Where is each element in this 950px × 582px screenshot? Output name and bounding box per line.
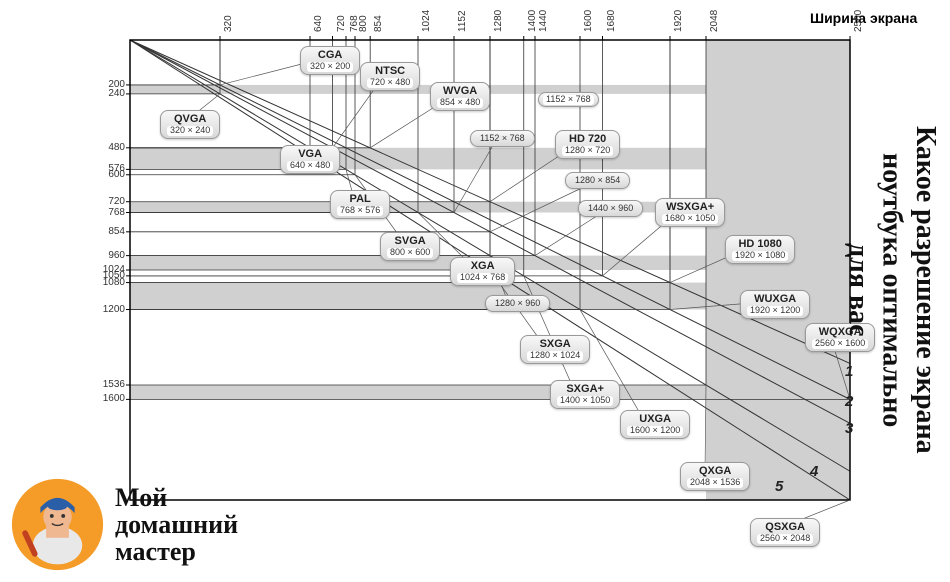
ytick: 480: [90, 142, 125, 153]
resolution-badge: SXGA1280 × 1024: [520, 335, 590, 364]
resolution-badge: 1280 × 960: [485, 295, 550, 312]
resolution-badge: WVGA854 × 480: [430, 82, 490, 111]
resolution-badge: QVGA320 × 240: [160, 110, 220, 139]
resolution-badge: CGA320 × 200: [300, 46, 360, 75]
resolution-badge: XGA1024 × 768: [450, 257, 515, 286]
xtick: 1680: [606, 10, 617, 32]
xtick: 640: [313, 15, 324, 32]
ytick: 1536: [90, 379, 125, 390]
ytick: 854: [90, 226, 125, 237]
aspect-label: 5: [775, 478, 783, 495]
ytick: 768: [90, 207, 125, 218]
resolution-badge: 1152 × 768: [538, 92, 599, 107]
resolution-badge: NTSC720 × 480: [360, 62, 420, 91]
resolution-badge: UXGA1600 × 1200: [620, 410, 690, 439]
resolution-badge: WSXGA+1680 × 1050: [655, 198, 725, 227]
resolution-badge: WUXGA1920 × 1200: [740, 290, 810, 319]
resolution-badge: 1280 × 854: [565, 172, 630, 189]
ytick: 960: [90, 250, 125, 261]
xtick: 1440: [538, 10, 549, 32]
xtick: 1400: [527, 10, 538, 32]
xtick: 1280: [493, 10, 504, 32]
ytick: 720: [90, 196, 125, 207]
xtick: 320: [223, 15, 234, 32]
ytick: 1200: [90, 304, 125, 315]
xtick: 800: [358, 15, 369, 32]
resolution-badge: PAL768 × 576: [330, 190, 390, 219]
resolution-badge: QSXGA2560 × 2048: [750, 518, 820, 547]
ytick: 1600: [90, 393, 125, 404]
xtick: 2048: [709, 10, 720, 32]
ytick: 240: [90, 88, 125, 99]
resolution-badge: SVGA800 × 600: [380, 232, 440, 261]
site-logo: Мой домашний мастер: [10, 477, 238, 572]
ytick: 1080: [90, 277, 125, 288]
xtick: 1024: [421, 10, 432, 32]
mascot-icon: [10, 477, 105, 572]
resolution-badge: 1440 × 960: [578, 200, 643, 217]
resolution-badge: HD 7201280 × 720: [555, 130, 620, 159]
ytick: 600: [90, 169, 125, 180]
xtick: 1920: [673, 10, 684, 32]
resolution-badge: QXGA2048 × 1536: [680, 462, 750, 491]
logo-text: Мой домашний мастер: [115, 484, 238, 566]
xtick: 720: [336, 15, 347, 32]
resolution-badge: SXGA+1400 × 1050: [550, 380, 620, 409]
headline-text: Какое разрешение экрана ноутбука оптимал…: [841, 20, 942, 560]
resolution-badge: HD 10801920 × 1080: [725, 235, 795, 264]
xtick: 854: [373, 15, 384, 32]
resolution-badge: VGA640 × 480: [280, 145, 340, 174]
xtick: 1600: [583, 10, 594, 32]
resolution-badge: 1152 × 768: [470, 130, 535, 147]
aspect-label: 4: [810, 463, 818, 480]
xtick: 1152: [457, 10, 468, 32]
